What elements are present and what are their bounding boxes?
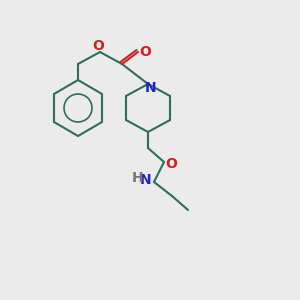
Text: H: H <box>132 171 144 185</box>
Text: N: N <box>145 81 157 95</box>
Text: N: N <box>140 173 152 187</box>
Text: O: O <box>92 39 104 53</box>
Text: O: O <box>165 157 177 171</box>
Text: O: O <box>139 45 151 59</box>
